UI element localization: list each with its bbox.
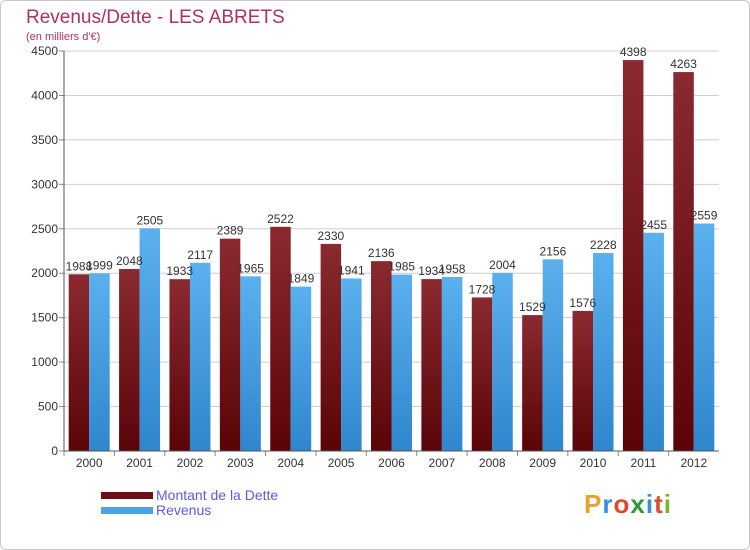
bar-debt: [471, 297, 493, 451]
x-tick-label: 2012: [680, 456, 707, 470]
bar-debt: [622, 60, 644, 452]
legend-swatch-revenus: [101, 507, 153, 514]
bar-revenus: [89, 273, 110, 451]
y-tick-label: 3000: [31, 177, 58, 191]
bar-debt: [522, 315, 543, 451]
legend-label-debt: Montant de la Dette: [156, 487, 279, 503]
chart-subtitle: (en milliers d'€): [26, 31, 101, 43]
data-label: 2455: [640, 218, 667, 232]
data-label: 2505: [136, 213, 163, 227]
bars: [68, 60, 715, 452]
chart-title: Revenus/Dette - LES ABRETS: [26, 7, 285, 28]
logo-letter: i: [645, 489, 655, 519]
bar-debt: [572, 310, 594, 451]
y-tick-label: 500: [38, 400, 58, 414]
data-label: 2004: [489, 258, 516, 272]
y-tick-label: 0: [51, 444, 58, 458]
legend: Montant de la Dette Revenus: [101, 488, 278, 518]
bar-debt: [421, 279, 442, 451]
bar-debt: [219, 238, 241, 451]
x-tick-label: 2008: [479, 456, 506, 470]
data-label: 2522: [267, 212, 294, 226]
x-tick-label: 2010: [580, 456, 607, 470]
legend-label-revenus: Revenus: [156, 502, 212, 518]
data-label: 1529: [519, 300, 546, 314]
x-tick-label: 2002: [177, 456, 204, 470]
y-tick-label: 4500: [31, 44, 58, 58]
bar-revenus: [189, 262, 211, 451]
data-label: 1728: [469, 282, 496, 296]
data-label: 2330: [318, 229, 345, 243]
bar-revenus: [593, 252, 614, 451]
bar-revenus: [139, 228, 161, 451]
data-label: 2228: [590, 238, 617, 252]
bar-revenus: [542, 259, 564, 451]
bar-debt: [673, 72, 694, 452]
bar-debt: [270, 226, 291, 451]
data-label: 1934: [418, 264, 445, 278]
data-label: 1933: [166, 264, 193, 278]
x-tick-label: 2006: [378, 456, 405, 470]
data-label: 2389: [217, 224, 244, 238]
bar-debt: [169, 279, 190, 451]
bar-revenus: [391, 274, 412, 451]
data-label: 1985: [388, 260, 415, 274]
legend-item-revenus: Revenus: [101, 503, 278, 518]
x-tick-label: 2003: [227, 456, 254, 470]
data-label: 1999: [86, 258, 113, 272]
bar-debt: [119, 268, 140, 451]
data-label: 2156: [540, 244, 567, 258]
data-label: 1988: [66, 259, 93, 273]
data-label: 2559: [691, 209, 718, 223]
x-tick-label: 2001: [126, 456, 153, 470]
data-label: 4263: [670, 57, 697, 71]
bar-revenus: [240, 276, 261, 451]
bar-debt: [320, 243, 342, 451]
data-label: 1576: [569, 296, 596, 310]
proxiti-logo: Proxiti: [584, 489, 672, 520]
x-tick-label: 2007: [429, 456, 456, 470]
logo-letter: x: [630, 489, 646, 519]
legend-swatch-debt: [101, 492, 153, 499]
y-tick-label: 2500: [31, 222, 58, 236]
y-tick-label: 3500: [31, 133, 58, 147]
bar-debt: [68, 274, 90, 451]
logo-letter: P: [584, 489, 603, 519]
data-label: 1941: [338, 263, 365, 277]
logo-letter: i: [663, 489, 672, 519]
bar-revenus: [643, 232, 664, 451]
legend-item-debt: Montant de la Dette: [101, 488, 278, 503]
logo-letter: t: [654, 489, 664, 519]
bar-revenus: [441, 276, 463, 451]
logo-letter: r: [602, 489, 614, 519]
y-tick-label: 1500: [31, 311, 58, 325]
y-tick-label: 2000: [31, 266, 58, 280]
y-tick-label: 4000: [31, 88, 58, 102]
logo-letter: o: [613, 489, 631, 519]
bar-revenus: [341, 278, 362, 451]
bar-revenus: [492, 272, 513, 451]
data-label: 4398: [620, 45, 647, 59]
x-tick-label: 2009: [529, 456, 556, 470]
data-label: 1958: [439, 262, 466, 276]
x-tick-labels: 2000 2001 2002 2003 2004 2005 2006 2007 2008 2009…: [63, 451, 707, 470]
data-label: 2117: [187, 248, 213, 262]
x-tick-label: 2011: [631, 456, 657, 470]
data-label: 1849: [288, 272, 315, 286]
bar-debt: [371, 261, 392, 451]
y-tick-label: 1000: [31, 355, 58, 369]
x-tick-label: 2005: [328, 456, 355, 470]
data-label: 2136: [368, 246, 395, 260]
axes: [63, 51, 719, 452]
y-tick-labels: 0 500 1000 1500 2000 2500 3000 3500 4000 4500: [31, 44, 58, 458]
x-tick-label: 2004: [277, 456, 304, 470]
bar-revenus: [290, 286, 312, 451]
data-label: 1965: [237, 261, 264, 275]
bar-revenus: [693, 223, 715, 451]
x-tick-label: 2000: [76, 456, 103, 470]
data-label: 2048: [116, 254, 143, 268]
